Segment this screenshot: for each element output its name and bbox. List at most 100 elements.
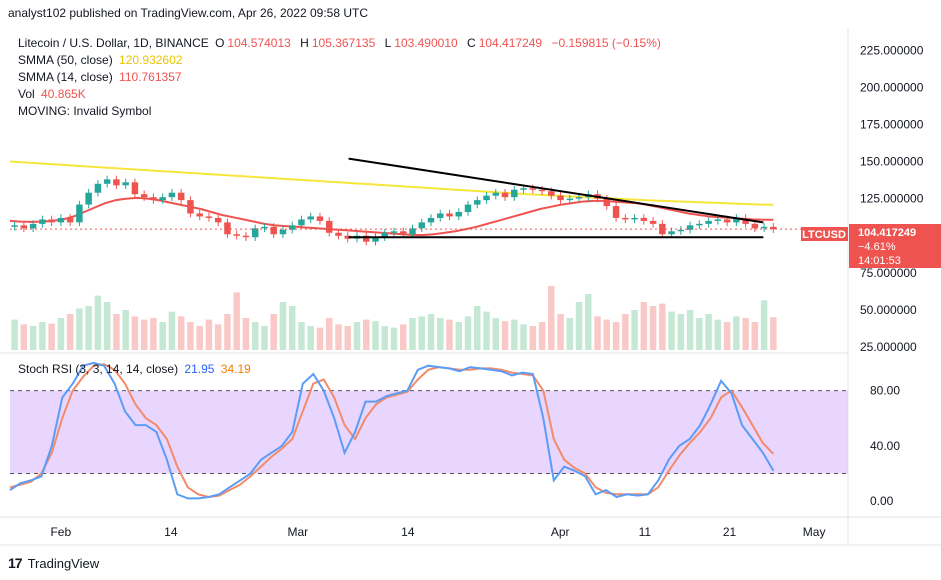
volume-bar xyxy=(622,314,629,350)
legend-stoch-label[interactable]: Stoch RSI (3, 3, 14, 14, close) xyxy=(18,362,179,376)
price-tick-label: 50.000000 xyxy=(860,303,917,317)
volume-bar xyxy=(242,318,250,350)
tradingview-logo-icon: 17 xyxy=(8,555,23,571)
volume-bar xyxy=(696,318,703,350)
volume-bar xyxy=(29,326,37,350)
volume-bar xyxy=(751,322,759,350)
legend-vol-label[interactable]: Vol xyxy=(18,87,35,101)
volume-bar xyxy=(113,314,120,350)
volume-bar xyxy=(511,319,518,350)
price-tick-label: 150.000000 xyxy=(860,155,924,169)
volume-bar xyxy=(76,308,83,350)
candle-body xyxy=(437,213,444,218)
candle-body xyxy=(455,212,463,217)
candle-body xyxy=(57,217,65,223)
volume-bar xyxy=(196,326,203,350)
candles xyxy=(10,175,848,246)
legend-sma14-label[interactable]: SMMA (14, close) xyxy=(18,70,113,84)
legend-symbol[interactable]: Litecoin / U.S. Dollar, 1D, BINANCE xyxy=(18,36,209,50)
legend-sma50-row: SMMA (50, close) 120.932602 xyxy=(18,53,185,67)
time-tick-label: May xyxy=(803,525,826,539)
brand[interactable]: 17 TradingView xyxy=(8,555,99,571)
candle-body xyxy=(622,217,629,220)
price-grid xyxy=(0,28,941,546)
legend-open: O 104.574013 xyxy=(215,36,294,50)
candle-body xyxy=(261,226,268,229)
candle-body xyxy=(187,200,194,214)
stoch-tick-label: 80.00 xyxy=(870,384,900,398)
stoch-k-line xyxy=(9,361,775,500)
legend-low: L 103.490010 xyxy=(385,36,461,50)
volume-bar xyxy=(566,318,574,350)
candle-body xyxy=(85,192,92,205)
price-tick-label: 125.000000 xyxy=(860,192,924,206)
legend-open-label: O xyxy=(215,36,225,50)
legend-sma14-row: SMMA (14, close) 110.761357 xyxy=(18,70,185,84)
volume-bar xyxy=(455,322,463,350)
time-axis[interactable]: Feb 14 Mar 14 Apr 11 21 May xyxy=(50,525,825,539)
legend-moving-label[interactable]: MOVING: Invalid Symbol xyxy=(18,104,152,118)
candle-body xyxy=(233,234,240,236)
volume-bar xyxy=(122,310,129,350)
candle-body xyxy=(316,216,324,221)
volume-bar xyxy=(649,306,657,350)
legend-low-value: 103.490010 xyxy=(394,36,458,50)
candle-body xyxy=(770,226,777,230)
legend-high-label: H xyxy=(300,36,309,50)
candle-body xyxy=(612,206,620,218)
volume-bars xyxy=(11,286,777,350)
time-tick-label: 14 xyxy=(401,525,415,539)
volume-bar xyxy=(501,321,509,350)
candle-body xyxy=(307,216,314,220)
candle-body xyxy=(492,192,500,196)
volume-bar xyxy=(529,326,537,350)
volume-bar xyxy=(103,302,111,350)
sma50-line xyxy=(9,160,774,206)
candle-body xyxy=(363,235,370,242)
candle-body xyxy=(66,217,74,223)
volume-bar xyxy=(288,306,296,350)
candle-body xyxy=(511,189,518,198)
candle-body xyxy=(640,217,648,221)
candle-body xyxy=(751,223,759,229)
candle-body xyxy=(557,195,564,201)
stoch-axis[interactable]: 80.00 40.00 0.00 xyxy=(870,384,900,509)
candle-body xyxy=(659,223,666,235)
price-tick-label: 175.000000 xyxy=(860,117,924,131)
stoch-rsi-pane xyxy=(9,361,848,500)
candle-body xyxy=(168,192,176,198)
candle-body xyxy=(177,192,185,201)
volume-bar xyxy=(168,311,176,350)
volume-bar xyxy=(159,322,166,350)
volume-bar xyxy=(307,326,314,350)
volume-bar xyxy=(770,317,777,350)
volume-bar xyxy=(659,303,666,350)
volume-bar xyxy=(94,295,102,350)
candle-body xyxy=(603,198,611,207)
price-axis[interactable]: 225.000000 200.000000 175.000000 150.000000… xyxy=(860,43,924,354)
time-tick-label: 14 xyxy=(164,525,178,539)
candle-body xyxy=(94,183,102,193)
candle-body xyxy=(723,219,731,223)
candle-body xyxy=(409,228,416,235)
volume-bar xyxy=(603,319,611,350)
volume-bar xyxy=(381,326,388,350)
volume-bar xyxy=(372,321,379,350)
candle-body xyxy=(381,232,388,238)
candle-body xyxy=(501,192,509,198)
candle-body xyxy=(122,182,129,186)
candle-body xyxy=(288,225,296,230)
legend-open-value: 104.574013 xyxy=(227,36,291,50)
legend-sma50-label[interactable]: SMMA (50, close) xyxy=(18,53,113,67)
candle-body xyxy=(251,228,259,238)
candle-body xyxy=(29,223,37,229)
candle-body xyxy=(418,222,425,229)
candle-body xyxy=(150,197,157,201)
candle-body xyxy=(575,197,583,199)
volume-bar xyxy=(400,324,407,350)
candle-body xyxy=(279,229,287,235)
legend-vol-row: Vol 40.865K xyxy=(18,87,89,101)
volume-bar xyxy=(686,310,694,350)
candle-body xyxy=(270,226,277,235)
volume-bar xyxy=(85,306,92,350)
